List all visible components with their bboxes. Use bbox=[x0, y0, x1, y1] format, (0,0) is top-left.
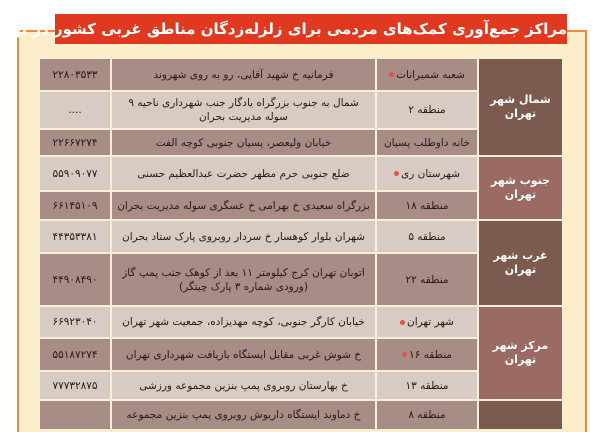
place-name: منطقه ۸ bbox=[408, 409, 446, 421]
place-cell: شعبه شمیرانات bbox=[375, 57, 479, 92]
place-cell: خانه داوطلب پسیان bbox=[375, 128, 479, 157]
table-row: منطقه ۱۸ بزرگراه سعیدی خ بهرامی خ عسگری س… bbox=[38, 190, 563, 221]
table-row: شمال شهر تهران شعبه شمیرانات فرمانیه خ شهی… bbox=[38, 57, 564, 157]
phone-cell: ۲۲۸۰۳۵۳۳ bbox=[38, 57, 112, 92]
phone-cell: ۴۴۹۰۸۴۹۰ bbox=[38, 252, 112, 307]
table-row: مرکز شهر تهران شهر تهران خیابان کارگر جنوب… bbox=[38, 305, 564, 401]
table-row: منطقه ۱۶ خ شوش غربی مقابل ایستگاه بازیافت… bbox=[38, 337, 563, 372]
donation-centers-table: شمال شهر تهران شعبه شمیرانات فرمانیه خ شهی… bbox=[38, 57, 564, 431]
phone-cell: .... bbox=[38, 90, 112, 130]
bullet-icon bbox=[389, 72, 395, 77]
address-cell: خیابان ولیعصر، پسیان جنوبی کوچه الفت bbox=[110, 128, 377, 157]
address-cell: خ بهارستان روبروی پمپ بنزین مجموعه ورزشی bbox=[110, 370, 377, 401]
place-name: منطقه ۱۶ bbox=[409, 348, 452, 361]
place-cell: منطقه ۸ bbox=[375, 399, 479, 431]
phone-cell: ۵۵۹۰۹۰۷۷ bbox=[38, 155, 112, 192]
place-cell: منطقه ۲ bbox=[375, 90, 479, 130]
region-cell bbox=[477, 399, 564, 431]
bullet-icon bbox=[400, 319, 406, 325]
address-cell: اتوبان تهران کرج کیلومتر ۱۱ بعد از کوهک … bbox=[110, 252, 377, 307]
phone-cell: ۷۷۷۳۲۸۷۵ bbox=[38, 370, 112, 401]
place-name: خانه داوطلب پسیان bbox=[383, 136, 471, 149]
place-cell: منطقه ۵ bbox=[375, 219, 479, 254]
phone-cell bbox=[38, 399, 112, 431]
region-cell: غرب شهر تهران bbox=[477, 219, 564, 307]
address-cell: خ دماوند ایستگاه داریوش روبروی پمپ بنزین… bbox=[110, 399, 377, 431]
table-row: منطقه ۱۳ خ بهارستان روبروی پمپ بنزین مجمو… bbox=[38, 370, 563, 401]
place-cell: منطقه ۱۳ bbox=[375, 370, 479, 401]
phone-cell: ۴۴۳۵۳۳۸۱ bbox=[38, 219, 112, 254]
phone-cell: ۶۶۹۲۳۰۴۰ bbox=[38, 305, 112, 339]
poster-title: مراکز جمع‌آوری کمک‌های مردمی برای زلزله‌… bbox=[0, 14, 567, 44]
address-cell: بزرگراه سعیدی خ بهرامی خ عسگری سوله مدیر… bbox=[110, 190, 377, 221]
address-cell: خ شوش غربی مقابل ایستگاه بازیافت شهرداری… bbox=[110, 337, 377, 372]
place-cell: منطقه ۱۸ bbox=[375, 190, 479, 221]
table-row: منطقه ۸ خ دماوند ایستگاه داریوش روبروی پم… bbox=[38, 399, 564, 431]
table-row: منطقه ۲ شمال به جنوب بزرگراه یادگار جنب ش… bbox=[38, 90, 563, 130]
phone-cell: ۲۲۶۶۷۲۷۴ bbox=[38, 128, 112, 157]
region-cell: جنوب شهر تهران bbox=[477, 155, 564, 221]
place-cell: منطقه ۲۲ bbox=[375, 252, 479, 307]
table-row: خانه داوطلب پسیان خیابان ولیعصر، پسیان جن… bbox=[38, 128, 563, 157]
region-cell: شمال شهر تهران bbox=[477, 57, 564, 157]
address-cell: ضلع جنوبی حرم مطهر حضرت عبدالعظیم حسنی bbox=[110, 155, 377, 192]
place-name: منطقه ۲۲ bbox=[405, 273, 449, 286]
place-name: منطقه ۲ bbox=[408, 104, 446, 116]
address-cell: شهران بلوار کوهسار خ سردار روبروی پارک س… bbox=[110, 219, 377, 254]
place-name: شهر تهران bbox=[407, 316, 454, 328]
region-cell: مرکز شهر تهران bbox=[477, 305, 564, 401]
bullet-icon bbox=[394, 171, 400, 176]
place-cell: منطقه ۱۶ bbox=[375, 337, 479, 372]
place-name: شعبه شمیرانات bbox=[396, 68, 465, 81]
address-cell: خیابان کارگر جنوبی، کوچه مهدیزاده، جمعیت… bbox=[110, 305, 377, 339]
table-row: غرب شهر تهران منطقه ۵ شهران بلوار کوهسار خ… bbox=[38, 219, 564, 307]
place-name: منطقه ۱۸ bbox=[405, 199, 449, 212]
phone-cell: ۵۵۱۸۷۲۷۴ bbox=[38, 337, 112, 372]
place-cell: شهرستان ری bbox=[375, 155, 479, 192]
bullet-icon bbox=[402, 352, 408, 357]
place-name: منطقه ۱۳ bbox=[405, 379, 449, 392]
address-cell: فرمانیه خ شهید آقایی، رو به روی شهروند bbox=[110, 57, 377, 92]
place-name: شهرستان ری bbox=[401, 167, 460, 180]
address-cell: شمال به جنوب بزرگراه یادگار جنب شهرداری … bbox=[110, 90, 377, 130]
phone-cell: ۶۶۱۴۵۱۰۹ bbox=[38, 190, 112, 221]
place-name: منطقه ۵ bbox=[408, 230, 446, 243]
place-cell: شهر تهران bbox=[375, 305, 479, 339]
table-row: منطقه ۲۲ اتوبان تهران کرج کیلومتر ۱۱ بعد … bbox=[38, 252, 563, 307]
table-row: جنوب شهر تهران شهرستان ری ضلع جنوبی حرم مط… bbox=[38, 155, 564, 221]
